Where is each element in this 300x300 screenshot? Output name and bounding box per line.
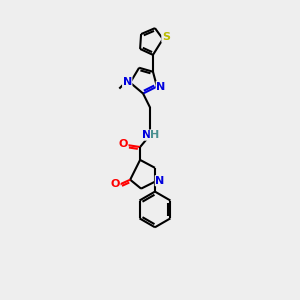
- Text: H: H: [150, 130, 160, 140]
- Text: N: N: [155, 176, 164, 186]
- Text: O: O: [118, 139, 128, 149]
- Text: N: N: [142, 130, 152, 140]
- Text: N: N: [123, 76, 132, 87]
- Text: N: N: [156, 82, 166, 92]
- Text: O: O: [111, 179, 120, 189]
- Text: S: S: [162, 32, 170, 42]
